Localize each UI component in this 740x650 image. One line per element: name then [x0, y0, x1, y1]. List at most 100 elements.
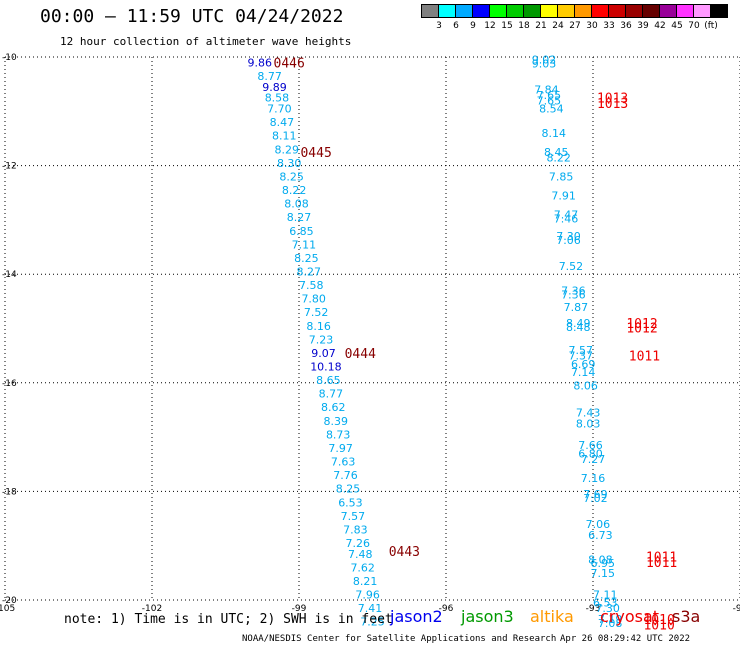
wave-height-label-east: 9.02	[532, 54, 557, 67]
legend-label: 3	[436, 21, 442, 31]
wave-height-label-east: 6.69	[571, 358, 596, 371]
y-tick-label: -18	[2, 487, 17, 497]
wave-height-label-east: 7.43	[576, 407, 601, 420]
wave-height-label-east: 7.87	[564, 301, 589, 314]
satellite-jason2: jason2	[390, 607, 443, 626]
legend-label: 39	[637, 21, 649, 31]
wave-height-label-east: 7.85	[549, 170, 574, 183]
time-label: 1013	[597, 97, 628, 112]
time-label: 1010	[643, 613, 674, 628]
wave-height-label-west: 7.80	[301, 293, 326, 306]
wave-height-label-west: 8.25	[336, 483, 361, 496]
legend-label: 6	[453, 21, 459, 31]
wave-height-label-west: 7.48	[348, 548, 373, 561]
x-tick-label: -90	[733, 604, 740, 614]
wave-height-label-west: 8.58	[265, 92, 290, 105]
wave-height-label-west: 7.52	[304, 306, 329, 319]
wave-height-label-west: 7.76	[333, 469, 358, 482]
wave-height-label-east: 7.16	[581, 472, 606, 485]
footer-credit: NOAA/NESDIS Center for Satellite Applica…	[242, 634, 557, 644]
time-label: 0444	[345, 347, 376, 362]
wave-height-label-east: 7.91	[551, 189, 576, 202]
legend-label: 24	[552, 21, 564, 31]
footer-timestamp: Apr 26 08:29:42 UTC 2022	[560, 634, 691, 644]
wave-height-label-west: 7.83	[343, 523, 368, 536]
wave-height-label-west: 6.85	[289, 225, 314, 238]
wave-height-label-east: 7.06	[556, 234, 581, 247]
wave-height-label-west: 9.89	[262, 81, 287, 94]
legend-label: 36	[620, 21, 632, 31]
color-legend	[421, 4, 728, 18]
x-tick-label: -105	[0, 604, 15, 614]
wave-height-label-east: 7.57	[569, 344, 594, 357]
wave-height-label-west: 7.25	[360, 616, 385, 629]
wave-height-label-west: 9.07	[311, 347, 336, 360]
wave-height-label-east: 7.02	[583, 492, 608, 505]
wave-height-label-east: 7.46	[554, 212, 579, 225]
x-tick-label: -99	[292, 604, 307, 614]
time-label: 0443	[389, 545, 420, 560]
wave-height-label-east: 7.36	[561, 288, 586, 301]
wave-height-label-east: 8.45	[544, 146, 569, 159]
wave-height-label-west: 7.63	[331, 456, 356, 469]
wave-height-label-east: 6.73	[588, 529, 613, 542]
satellite-cryosat: cryosat	[600, 607, 660, 626]
wave-height-label-east: 7.47	[554, 208, 579, 221]
wave-height-label-west: 7.62	[350, 561, 375, 574]
time-label: 1012	[626, 321, 657, 336]
wave-height-label-west: 8.73	[326, 428, 351, 441]
wave-height-label-west: 8.11	[272, 130, 297, 143]
wave-height-label-east: 7.37	[569, 350, 594, 363]
chart-subtitle: 12 hour collection of altimeter wave hei…	[60, 35, 352, 48]
satellite-jason3: jason3	[461, 607, 514, 626]
wave-height-label-west: 8.62	[321, 401, 346, 414]
wave-height-label-east: 7.11	[593, 589, 618, 602]
wave-height-label-east: 7.65	[537, 89, 562, 102]
wave-height-label-west: 7.97	[328, 442, 353, 455]
legend-label: 27	[569, 21, 581, 31]
y-tick-label: -10	[2, 53, 17, 63]
color-legend-labels: 3 6 9 12 15 18 21 24 27 30 33 36 39 42 45 70 (ft)	[421, 21, 740, 33]
wave-height-label-west: 8.29	[275, 143, 300, 156]
wave-height-label-east: 7.30	[595, 602, 620, 615]
wave-height-label-west: 8.77	[257, 70, 282, 83]
wave-height-label-east: 7.30	[556, 230, 581, 243]
wave-height-label-west: 7.23	[309, 333, 334, 346]
wave-height-label-west: 10.18	[310, 361, 342, 374]
legend-label: 30	[586, 21, 598, 31]
wave-height-label-west: 7.96	[355, 589, 380, 602]
wave-height-label-west: 7.26	[346, 537, 371, 550]
legend-label: 15	[501, 21, 513, 31]
wave-height-label-east: 8.06	[573, 380, 598, 393]
y-tick-label: -16	[2, 379, 17, 389]
wave-height-label-west: 8.21	[353, 575, 378, 588]
wave-height-label-west: 8.65	[316, 374, 341, 387]
wave-height-label-east: 7.69	[583, 488, 608, 501]
footer-note: note: 1) Time is in UTC; 2) SWH is in fe…	[64, 612, 393, 627]
wave-height-label-east: 7.65	[537, 94, 562, 107]
wave-height-label-east: 7.19	[598, 613, 623, 626]
wave-height-label-west: 8.27	[297, 265, 322, 278]
y-tick-label: -14	[2, 270, 17, 280]
legend-label: 12	[484, 21, 496, 31]
wave-height-label-west: 9.86	[248, 56, 273, 69]
time-label: 1010	[643, 618, 674, 633]
legend-label: 33	[603, 21, 615, 31]
wave-height-label-west: 7.57	[341, 510, 366, 523]
wave-height-label-east: 9.03	[532, 58, 557, 71]
time-label: 0445	[300, 146, 331, 161]
wave-height-label-west: 8.22	[282, 184, 307, 197]
wave-height-label-east: 7.06	[586, 518, 611, 531]
time-label: 1011	[646, 556, 677, 571]
wave-height-label-west: 8.30	[277, 157, 302, 170]
time-label: 1013	[597, 92, 628, 107]
wave-height-label-east: 8.08	[588, 553, 613, 566]
time-label: 0446	[274, 56, 305, 71]
y-tick-label: -12	[2, 162, 17, 172]
wave-height-label-east: 7.84	[534, 84, 559, 97]
chart-title: 00:00 – 11:59 UTC 04/24/2022	[40, 6, 344, 27]
wave-height-label-west: 8.39	[324, 415, 349, 428]
wave-height-label-east: 6.95	[591, 557, 616, 570]
wave-height-label-east: 7.08	[598, 617, 623, 630]
